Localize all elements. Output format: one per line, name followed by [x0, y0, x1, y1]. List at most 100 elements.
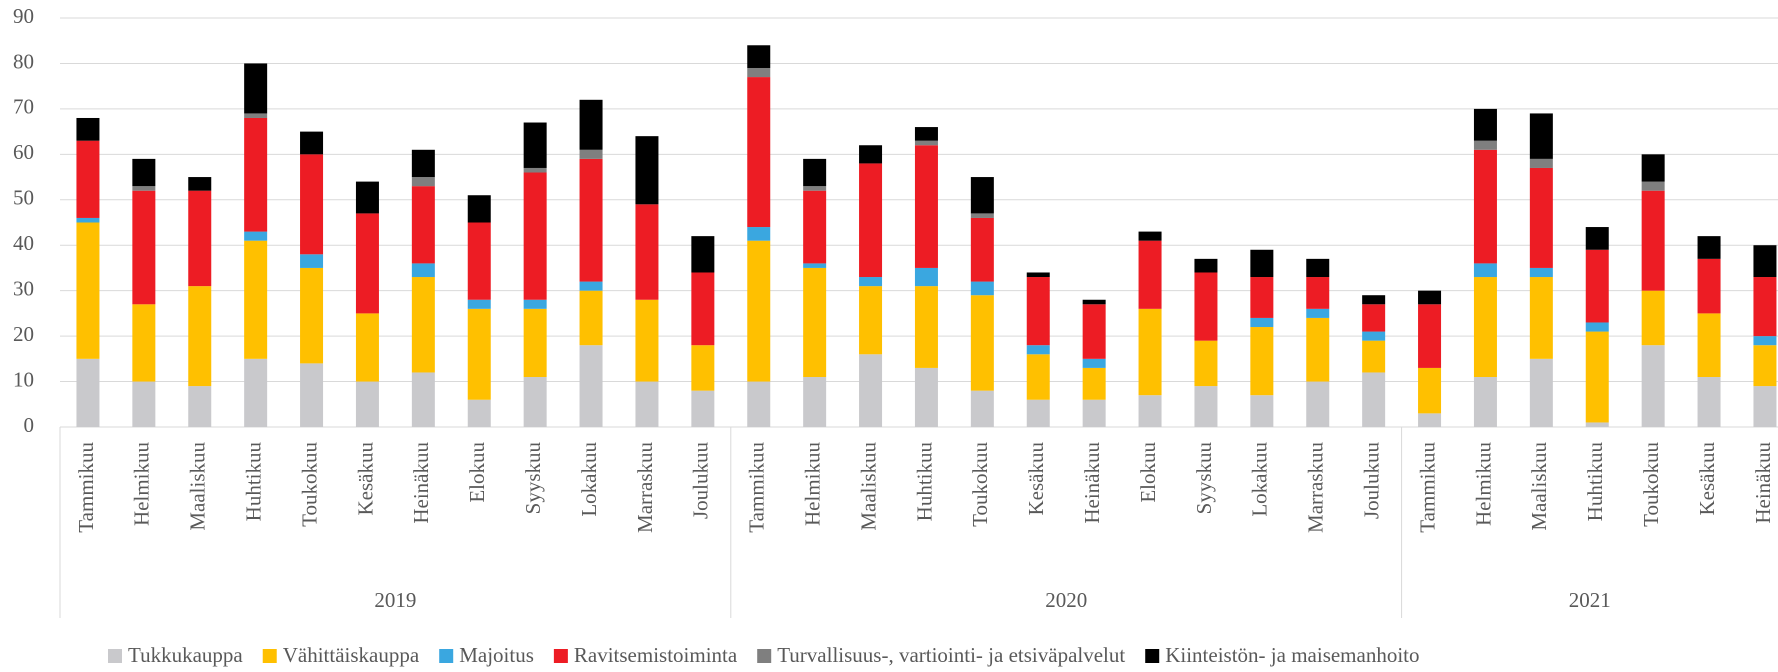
- y-tick-label: 60: [13, 140, 34, 164]
- bar-segment: [1418, 367, 1442, 414]
- bar-segment: [1641, 290, 1665, 346]
- bar-segment: [635, 136, 659, 205]
- bar-segment: [1697, 258, 1721, 314]
- bar-segment: [803, 186, 827, 191]
- bar-segment: [1473, 140, 1497, 150]
- bar-segment: [747, 77, 771, 228]
- bar-segment: [188, 286, 212, 387]
- bar-segment: [1138, 231, 1162, 241]
- bar-segment: [914, 286, 938, 368]
- bar-segment: [747, 45, 771, 68]
- bar-segment: [1641, 154, 1665, 182]
- x-tick-label: Huhtikuu: [1583, 442, 1607, 522]
- bar-segment: [76, 358, 100, 427]
- x-tick-label: Lokakuu: [1248, 442, 1272, 517]
- bar-segment: [970, 295, 994, 391]
- bar-segment: [1473, 149, 1497, 264]
- legend-label: Ravitsemistoiminta: [574, 643, 738, 667]
- bar-segment: [914, 267, 938, 287]
- bar-segment: [132, 381, 156, 427]
- group-label: 2021: [1569, 588, 1611, 612]
- legend-label: Vähittäiskauppa: [283, 643, 420, 667]
- bar-segment: [188, 190, 212, 287]
- x-tick-label: Elokuu: [465, 442, 489, 503]
- bar-segment: [635, 204, 659, 300]
- bar-segment: [523, 299, 547, 309]
- bar-segment: [970, 390, 994, 427]
- bar-segment: [691, 236, 715, 273]
- bar-segment: [1194, 340, 1218, 387]
- bar-segment: [411, 149, 435, 178]
- x-tick-label: Syyskuu: [1192, 442, 1216, 515]
- bar-segment: [803, 377, 827, 427]
- x-tick-label: Heinäkuu: [409, 442, 433, 524]
- x-tick-label: Maaliskuu: [1527, 442, 1551, 531]
- bar-segment: [691, 345, 715, 391]
- bar-segment: [970, 217, 994, 282]
- bar-segment: [188, 177, 212, 191]
- x-tick-label: Kesäkuu: [1695, 442, 1719, 516]
- bar-segment: [1026, 277, 1050, 346]
- bar-segment: [859, 277, 883, 287]
- bar-segment: [355, 181, 379, 214]
- bar-segment: [132, 304, 156, 382]
- x-tick-label: Huhtikuu: [912, 442, 936, 522]
- bar-segment: [1641, 181, 1665, 191]
- bar-segment: [523, 122, 547, 168]
- x-tick-label: Tammikuu: [745, 442, 769, 533]
- bar-segment: [1250, 277, 1274, 318]
- x-tick-label: Toukokuu: [968, 442, 992, 527]
- bar-segment: [691, 390, 715, 427]
- bar-segment: [1697, 236, 1721, 259]
- bar-segment: [1473, 377, 1497, 427]
- bar-segment: [1753, 336, 1777, 346]
- x-tick-label: Syyskuu: [521, 442, 545, 515]
- y-tick-label: 30: [13, 276, 34, 300]
- legend-swatch: [757, 649, 772, 663]
- group-label: 2019: [374, 588, 416, 612]
- bar-segment: [859, 354, 883, 427]
- legend-swatch: [439, 649, 454, 663]
- y-tick-label: 40: [13, 231, 34, 255]
- bar-segment: [1250, 327, 1274, 396]
- bar-segment: [1529, 277, 1553, 359]
- x-tick-label: Helmikuu: [800, 442, 824, 526]
- x-tick-label: Heinäkuu: [1080, 442, 1104, 524]
- bar-segment: [467, 308, 491, 400]
- x-tick-label: Maaliskuu: [186, 442, 210, 531]
- x-tick-label: Lokakuu: [577, 442, 601, 517]
- bar-segment: [1194, 272, 1218, 341]
- bar-segment: [747, 381, 771, 427]
- y-tick-label: 90: [13, 4, 34, 28]
- bar-segment: [1585, 331, 1609, 423]
- bar-segment: [747, 240, 771, 382]
- bar-segment: [1306, 277, 1330, 309]
- bar-segment: [132, 158, 156, 187]
- bar-segment: [411, 277, 435, 373]
- x-tick-label: Helmikuu: [1471, 442, 1495, 526]
- legend-label: Kiinteistön- ja maisemanhoito: [1165, 643, 1419, 667]
- y-tick-label: 50: [13, 186, 34, 210]
- bar-segment: [1529, 158, 1553, 168]
- bar-segment: [1585, 422, 1609, 427]
- x-tick-label: Kesäkuu: [353, 442, 377, 516]
- bar-segment: [1250, 249, 1274, 278]
- bar-segment: [1082, 367, 1106, 400]
- x-tick-label: Joulukuu: [689, 442, 713, 520]
- bar-segment: [1138, 308, 1162, 396]
- bar-segment: [76, 117, 100, 141]
- x-tick-label: Elokuu: [1136, 442, 1160, 503]
- bar-segment: [355, 313, 379, 382]
- bar-segment: [1362, 295, 1386, 305]
- bar-segment: [300, 131, 324, 155]
- bar-segment: [1641, 345, 1665, 427]
- bar-segment: [467, 299, 491, 309]
- bar-segment: [914, 367, 938, 427]
- bar-segment: [467, 222, 491, 300]
- bar-segment: [1753, 386, 1777, 427]
- bar-segment: [859, 286, 883, 355]
- x-tick-label: Tammikuu: [74, 442, 98, 533]
- bar-segment: [467, 399, 491, 427]
- bar-segment: [523, 172, 547, 300]
